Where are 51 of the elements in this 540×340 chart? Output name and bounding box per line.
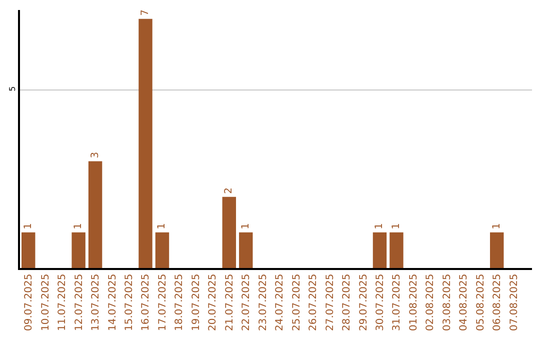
- x-tick-label: 23.07.2025: [258, 274, 269, 332]
- x-tick-label: 13.07.2025: [90, 274, 102, 332]
- x-tick-label: 09.07.2025: [24, 274, 35, 332]
- bar: [490, 232, 504, 268]
- x-tick-label: 25.07.2025: [291, 274, 302, 332]
- bar: [239, 232, 253, 268]
- bar: [72, 232, 86, 268]
- bar: [88, 161, 102, 268]
- x-tick-label: 10.07.2025: [40, 274, 52, 332]
- x-tick-label: 16.07.2025: [140, 274, 152, 332]
- x-tick-label: 01.08.2025: [408, 274, 420, 332]
- x-tick-label: 14.07.2025: [107, 274, 118, 332]
- y-tick-label: 5: [8, 86, 18, 92]
- x-tick-label: 18.07.2025: [174, 274, 186, 332]
- x-tick-label: 11.07.2025: [57, 274, 68, 332]
- x-tick-label: 22.07.2025: [241, 274, 252, 332]
- x-tick-label: 04.08.2025: [458, 274, 470, 332]
- data-label: 1: [240, 223, 252, 230]
- x-tick-label: 03.08.2025: [442, 274, 453, 332]
- data-label: 2: [224, 187, 235, 194]
- bar: [22, 232, 36, 268]
- data-label: 1: [491, 223, 502, 230]
- x-tick-label: 15.07.2025: [124, 274, 136, 332]
- data-label: 1: [22, 223, 34, 230]
- x-tick-label: 26.07.2025: [308, 274, 320, 332]
- x-tick-label: 20.07.2025: [208, 274, 219, 332]
- x-tick-label: 28.07.2025: [342, 274, 353, 332]
- data-label: 1: [390, 223, 402, 230]
- bar: [138, 18, 152, 268]
- x-tick-label: 19.07.2025: [190, 274, 202, 332]
- x-tick-label: 06.08.2025: [492, 274, 504, 332]
- x-tick-label: 29.07.2025: [358, 274, 370, 332]
- data-label: 1: [374, 223, 386, 230]
- bar: [372, 232, 387, 268]
- data-label: 7: [140, 10, 151, 16]
- x-tick-label: 05.08.2025: [475, 274, 486, 332]
- x-tick-label: 27.07.2025: [324, 274, 336, 332]
- x-tick-label: 12.07.2025: [74, 274, 85, 332]
- data-label: 1: [73, 223, 84, 230]
- data-label: 1: [156, 223, 168, 230]
- x-tick-label: 21.07.2025: [224, 274, 236, 332]
- x-tick-label: 07.08.2025: [508, 274, 520, 332]
- bar: [390, 232, 404, 268]
- bar: [155, 232, 170, 268]
- x-tick-label: 17.07.2025: [157, 274, 168, 332]
- x-tick-label: 24.07.2025: [274, 274, 286, 332]
- x-tick-label: 30.07.2025: [374, 274, 386, 332]
- data-label: 3: [90, 152, 101, 158]
- bar: [222, 196, 236, 268]
- x-tick-label: 31.07.2025: [392, 274, 403, 332]
- x-tick-label: 02.08.2025: [425, 274, 436, 332]
